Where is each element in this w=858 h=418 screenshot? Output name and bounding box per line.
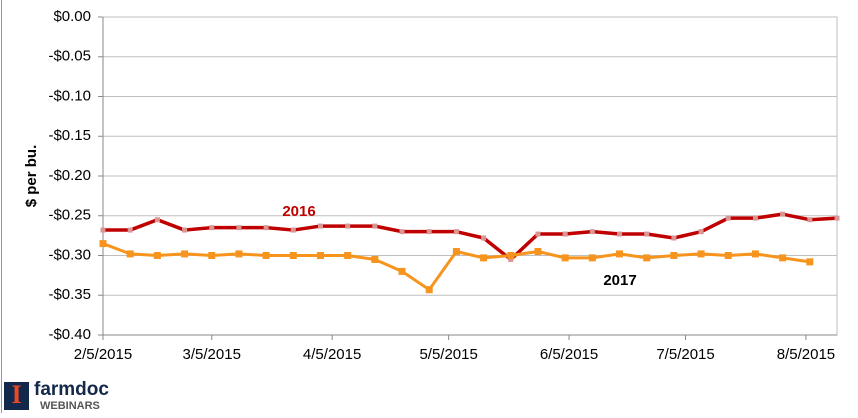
marker [807,217,813,223]
y-tick-label: -$0.10 [48,87,91,104]
marker [617,231,623,237]
marker [100,227,106,233]
series [100,211,840,262]
logo-subtitle: WEBINARS [40,400,100,412]
marker [562,231,568,237]
y-tick-label: -$0.20 [48,167,91,184]
marker [643,254,651,262]
y-tick-label: $0.00 [53,8,91,25]
logo-i: I [11,380,21,409]
marker [344,252,352,259]
marker [399,229,405,235]
marker [425,286,433,294]
logo-block [4,382,29,410]
marker [752,215,758,221]
y-tick-label: -$0.40 [48,326,91,343]
marker [724,252,732,259]
logo: I farmdoc WEBINARS [4,379,109,412]
marker [263,225,269,231]
marker [372,223,378,229]
marker [534,248,542,256]
marker [453,229,459,235]
y-tick-label: -$0.15 [48,127,91,144]
x-tick-label: 6/5/2015 [540,346,598,363]
x-tick-label: 7/5/2015 [656,346,714,363]
marker [99,240,107,248]
x-tick-label: 8/5/2015 [777,346,835,363]
y-axis-label: $ per bu. [23,145,40,208]
marker [290,227,296,233]
marker [725,215,731,221]
marker [452,248,460,256]
marker [698,229,704,235]
series-label: 2016 [282,203,315,220]
marker [345,223,351,229]
marker [806,258,814,266]
x-tick-label: 3/5/2015 [183,346,241,363]
marker [481,235,487,241]
marker [235,250,243,258]
marker [236,225,242,231]
line [103,212,838,262]
marker [670,252,678,259]
marker [209,225,215,231]
x-tick-label: 5/5/2015 [419,346,477,363]
marker [182,227,188,233]
marker [644,231,650,237]
marker [208,252,216,259]
series-label: 2017 [603,272,636,289]
marker [834,215,840,221]
marker [588,254,596,262]
marker [289,252,297,259]
marker [697,250,705,258]
marker [126,250,134,258]
y-tick-label: -$0.30 [48,246,91,263]
y-tick-label: -$0.25 [48,207,91,224]
marker [535,231,541,237]
marker [507,252,515,259]
x-tick-label: 4/5/2015 [303,346,361,363]
x-tick-label: 2/5/2015 [74,346,132,363]
marker [316,252,324,259]
marker [371,255,379,263]
marker [398,267,406,275]
marker [262,252,270,259]
marker [426,229,432,235]
series [99,240,814,294]
marker [127,227,133,233]
marker [153,252,161,259]
y-tick-label: -$0.35 [48,286,91,303]
marker [480,254,488,262]
marker [671,235,677,241]
marker [561,254,569,262]
marker [181,250,189,258]
marker [589,229,595,235]
y-tick-label: -$0.05 [48,48,91,65]
marker [779,254,787,262]
marker [780,211,786,217]
marker [616,250,624,258]
marker [154,217,160,223]
logo-name: farmdoc [34,379,109,400]
marker [751,250,759,258]
marker [508,256,514,262]
marker [317,223,323,229]
